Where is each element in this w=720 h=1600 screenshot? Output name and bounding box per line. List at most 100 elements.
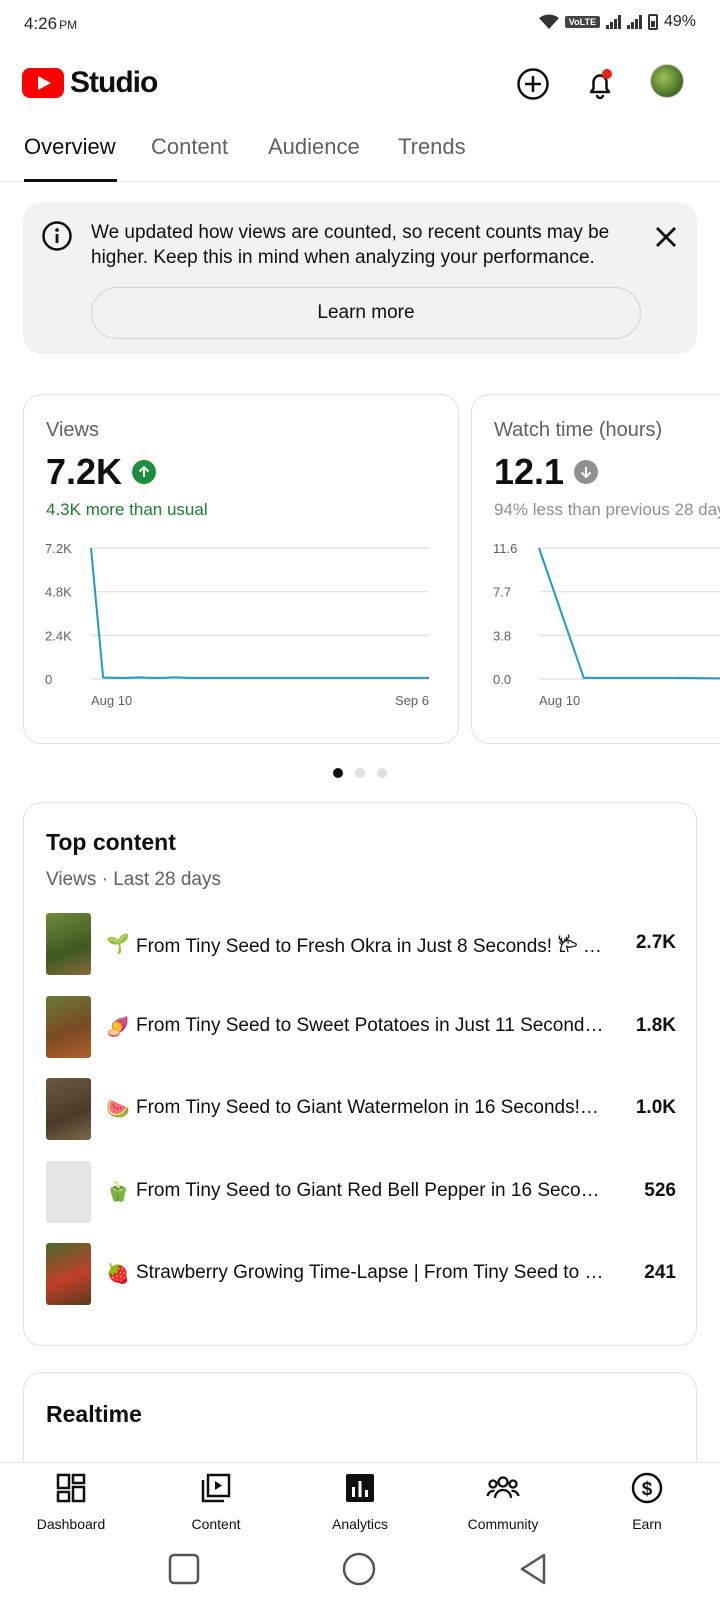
video-thumbnail — [46, 1078, 91, 1140]
card-title: Top content — [46, 829, 176, 855]
close-icon[interactable] — [651, 222, 681, 252]
tab-overview[interactable]: Overview — [24, 134, 116, 159]
nav-earn[interactable]: $ Earn — [587, 1471, 707, 1532]
bottom-nav: Dashboard Content Analytics Community $ … — [0, 1462, 720, 1538]
video-title: From Tiny Seed to Giant Watermelon in 16… — [136, 1097, 604, 1118]
video-thumbnail — [46, 1243, 91, 1305]
community-icon — [486, 1476, 520, 1499]
nav-label: Dashboard — [36, 1516, 106, 1532]
youtube-studio-logo[interactable]: Studio — [22, 66, 158, 100]
title-emoji: 🍉 — [106, 1099, 130, 1120]
views-chart: 7.2K 4.8K 2.4K 0 Aug 10 Sep 6 — [45, 541, 429, 708]
title-emoji: 🍓 — [106, 1264, 130, 1285]
metric-subtitle: 94% less than previous 28 days — [494, 500, 720, 519]
metric-card-views[interactable]: Views 7.2K 4.3K more than usual 7.2K 4.8K… — [23, 394, 459, 744]
account-avatar[interactable] — [650, 64, 684, 98]
svg-text:$: $ — [642, 1479, 653, 1500]
view-count: 526 — [644, 1179, 676, 1201]
x-tick-label: Aug 10 — [91, 693, 132, 708]
y-tick-label: 0 — [45, 672, 52, 687]
y-tick-label: 0.0 — [493, 672, 511, 687]
video-thumbnail — [46, 995, 91, 1058]
x-tick-label: Sep 6 — [395, 693, 429, 708]
status-icons: VoLTE 49% — [538, 13, 696, 31]
volte-badge: VoLTE — [564, 16, 600, 28]
tab-audience[interactable]: Audience — [268, 134, 360, 159]
status-time: 4:26 PM — [24, 14, 78, 33]
nav-label: Community — [467, 1516, 539, 1532]
y-tick-label: 7.7 — [493, 585, 511, 600]
wifi-icon — [538, 14, 559, 29]
learn-more-button[interactable]: Learn more — [91, 287, 641, 339]
nav-analytics[interactable]: Analytics — [300, 1471, 420, 1532]
battery-icon — [647, 14, 658, 30]
back-icon[interactable] — [516, 1552, 550, 1586]
tab-active-indicator — [24, 179, 117, 182]
trend-down-icon — [574, 460, 599, 484]
nav-label: Analytics — [331, 1516, 389, 1532]
nav-content[interactable]: Content — [156, 1471, 276, 1532]
system-nav-bar — [0, 1538, 720, 1600]
notifications-icon — [589, 69, 612, 100]
metric-card-watch-time[interactable]: Watch time (hours) 12.1 94% less than pr… — [471, 394, 720, 744]
notifications-button[interactable] — [578, 62, 622, 106]
y-tick-label: 3.8 — [493, 628, 511, 643]
top-content-row[interactable]: 🌱 From Tiny Seed to Fresh Okra in Just 8 … — [46, 913, 676, 975]
app-header: Studio — [0, 56, 720, 112]
carousel-indicator — [0, 768, 720, 778]
analytics-icon — [346, 1474, 374, 1502]
top-content-row[interactable]: 🍉 From Tiny Seed to Giant Watermelon in 1… — [46, 1078, 676, 1140]
trend-up-icon — [132, 460, 157, 484]
tab-trends[interactable]: Trends — [398, 134, 466, 159]
carousel-dot[interactable] — [377, 768, 387, 778]
title-emoji: 🍠 — [106, 1016, 130, 1038]
home-icon[interactable] — [342, 1552, 376, 1586]
data-line — [538, 547, 720, 680]
carousel-dot[interactable] — [355, 768, 365, 778]
top-content-row[interactable]: 🍠 From Tiny Seed to Sweet Potatoes in Jus… — [46, 995, 676, 1058]
content-icon — [201, 1473, 231, 1503]
dashboard-icon — [56, 1473, 86, 1503]
earn-icon: $ — [631, 1472, 663, 1504]
y-tick-label: 11.6 — [493, 541, 517, 556]
carousel-dot[interactable] — [333, 768, 343, 778]
signal-icon — [605, 15, 621, 29]
nav-label: Content — [191, 1516, 241, 1532]
tab-bar: Overview Content Audience Trends — [0, 130, 720, 182]
card-subtitle: Views · Last 28 days — [46, 869, 221, 890]
tab-content[interactable]: Content — [151, 134, 229, 159]
info-icon — [42, 221, 72, 251]
y-tick-label: 2.4K — [45, 628, 72, 643]
watch-time-chart: 11.6 7.7 3.8 0.0 Aug 10 — [493, 541, 720, 708]
metric-value: 12.1 — [494, 451, 599, 493]
create-button[interactable] — [511, 62, 555, 106]
metric-subtitle: 4.3K more than usual — [46, 500, 208, 519]
nav-community[interactable]: Community — [443, 1471, 563, 1532]
video-title: From Tiny Seed to Giant Red Bell Pepper … — [136, 1179, 604, 1201]
video-title: Strawberry Growing Time-Lapse | From Tin… — [136, 1262, 604, 1283]
video-title: From Tiny Seed to Sweet Potatoes in Just… — [136, 1014, 604, 1036]
card-title: Realtime — [46, 1401, 142, 1427]
view-count: 241 — [644, 1262, 676, 1283]
battery-level: 49% — [663, 13, 696, 30]
y-tick-label: 4.8K — [45, 585, 72, 600]
nav-dashboard[interactable]: Dashboard — [11, 1471, 131, 1532]
video-thumbnail — [46, 1160, 91, 1223]
notice-banner: We updated how views are counted, so rec… — [23, 202, 697, 354]
x-tick-label: Aug 10 — [539, 693, 580, 708]
top-content-row[interactable]: 🍓 Strawberry Growing Time-Lapse | From Ti… — [46, 1243, 676, 1305]
signal-icon-2 — [626, 15, 642, 29]
view-count: 1.8K — [635, 1014, 676, 1036]
notice-text: We updated how views are counted, so rec… — [91, 222, 610, 268]
create-icon — [517, 68, 549, 100]
view-count: 1.0K — [635, 1097, 676, 1118]
top-content-row[interactable]: 🫑 From Tiny Seed to Giant Red Bell Pepper… — [46, 1160, 676, 1223]
top-content-card: Top content Views · Last 28 days 🌱 From T… — [23, 802, 697, 1346]
metric-title: Views — [46, 419, 99, 441]
title-emoji: 🌱 — [106, 934, 130, 955]
video-thumbnail — [46, 913, 91, 975]
youtube-logo-icon — [22, 68, 64, 98]
recents-icon[interactable] — [167, 1552, 201, 1586]
video-title: From Tiny Seed to Fresh Okra in Just 8 S… — [136, 936, 604, 957]
nav-label: Earn — [632, 1516, 662, 1532]
